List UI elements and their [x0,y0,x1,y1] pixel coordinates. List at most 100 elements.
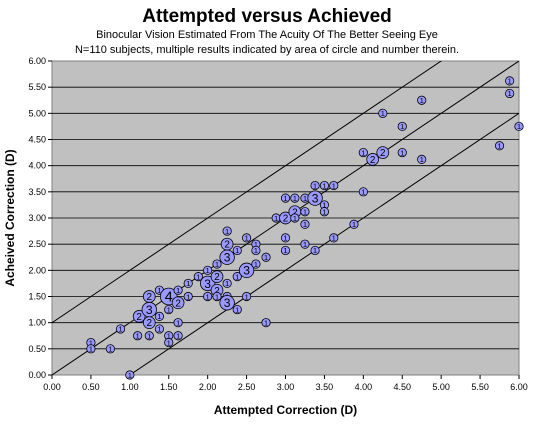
data-point-count: 2 [147,318,153,329]
data-point [222,278,232,289]
data-point [219,295,235,311]
data-point-count: 3 [204,277,211,291]
data-point-count: 1 [206,292,210,301]
x-tick-label: 3.50 [316,382,334,392]
data-point-count: 2 [214,286,220,297]
data-point-count: 1 [206,266,210,275]
data-point [232,304,242,315]
data-point [125,370,135,380]
data-point-count: 1 [215,292,219,301]
data-point [280,233,291,243]
data-point-count: 1 [313,246,317,255]
data-point-count: 1 [283,246,287,255]
data-point [212,291,222,302]
data-point-count: 1 [352,220,356,229]
data-point-count: 1 [361,188,365,197]
data-point [241,233,252,243]
data-point-count: 1 [244,292,248,301]
data-point [171,296,185,310]
data-point-count: 1 [157,286,161,295]
data-point [203,291,213,302]
data-point-count: 1 [176,332,180,341]
x-tick-label: 4.00 [355,382,373,392]
data-point-count: 1 [186,279,190,288]
x-tick-label: 2.50 [238,382,256,392]
data-point [366,153,380,166]
data-point [378,108,388,118]
data-point-count: 2 [292,207,298,218]
chart-subtitle-line-1: Binocular Vision Estimated From The Acui… [96,29,438,41]
data-point-count: 2 [283,214,289,225]
data-point [261,252,271,262]
chart-title: Attempted versus Achieved [142,6,392,27]
data-point [290,213,300,223]
reference-line [52,61,443,324]
x-tick-label: 0.50 [82,382,100,392]
data-point-count: 1 [186,292,190,301]
data-point [241,291,252,302]
data-point [319,180,330,191]
data-point-count: 1 [293,194,297,203]
data-point-count: 1 [303,220,307,229]
data-point [142,316,156,330]
y-tick-label: 4.00 [28,161,46,171]
data-point [154,311,165,321]
data-point [494,141,505,151]
data-point [222,226,232,236]
data-point [505,88,515,99]
reference-line [128,112,519,375]
y-tick-label: 3.00 [28,213,46,223]
y-tick-label: 1.00 [28,318,46,328]
data-point [280,245,291,256]
y-tick-label: 0.00 [28,370,46,380]
data-point [417,154,427,164]
x-tick-label: 3.00 [277,382,295,392]
data-point-count: 1 [215,260,219,269]
data-point-count: 1 [322,201,326,210]
data-point [397,121,407,132]
x-tick-label: 6.00 [510,382,528,392]
data-point-count: 1 [118,325,122,334]
data-point-count: 2 [175,298,181,309]
data-point-count: 1 [303,194,307,203]
data-point-count: 1 [176,318,180,327]
data-point [329,233,339,243]
data-point [290,193,300,203]
data-point-count: 1 [508,77,512,86]
data-point-count: 2 [214,272,220,283]
y-tick-label: 6.00 [28,56,46,66]
data-point [300,207,310,217]
chart-subtitle-line-2: N=110 subjects, multiple results indicat… [74,44,460,56]
data-point [300,239,310,249]
data-point-count: 1 [135,332,139,341]
data-point [238,262,255,279]
x-tick-label: 1.00 [121,382,139,392]
data-point-count: 1 [283,234,287,243]
x-tick-label: 5.50 [471,382,489,392]
data-point-count: 1 [225,227,229,236]
x-tick-label: 0.00 [43,382,61,392]
data-point-count: 2 [370,155,376,166]
data-point-count: 1 [400,148,404,157]
y-tick-label: 2.00 [28,265,46,275]
data-point-count: 1 [264,318,268,327]
data-point [173,331,183,341]
data-point-count: 1 [283,194,287,203]
x-tick-label: 4.50 [393,382,411,392]
data-point [358,187,368,197]
data-point-count: 3 [224,296,231,310]
data-point-count: 2 [147,292,153,303]
data-point [280,193,291,203]
data-point [251,245,261,256]
data-point [164,304,174,315]
data-point-count: 1 [157,312,161,321]
data-point [105,344,115,354]
data-point-count: 1 [400,122,404,131]
data-point-count: 1 [254,260,258,269]
data-point [86,344,96,354]
y-tick-label: 0.50 [28,344,46,354]
data-point [397,147,407,158]
data-point [310,245,320,256]
data-point-count: 2 [380,148,386,159]
data-point-count: 1 [235,305,239,314]
